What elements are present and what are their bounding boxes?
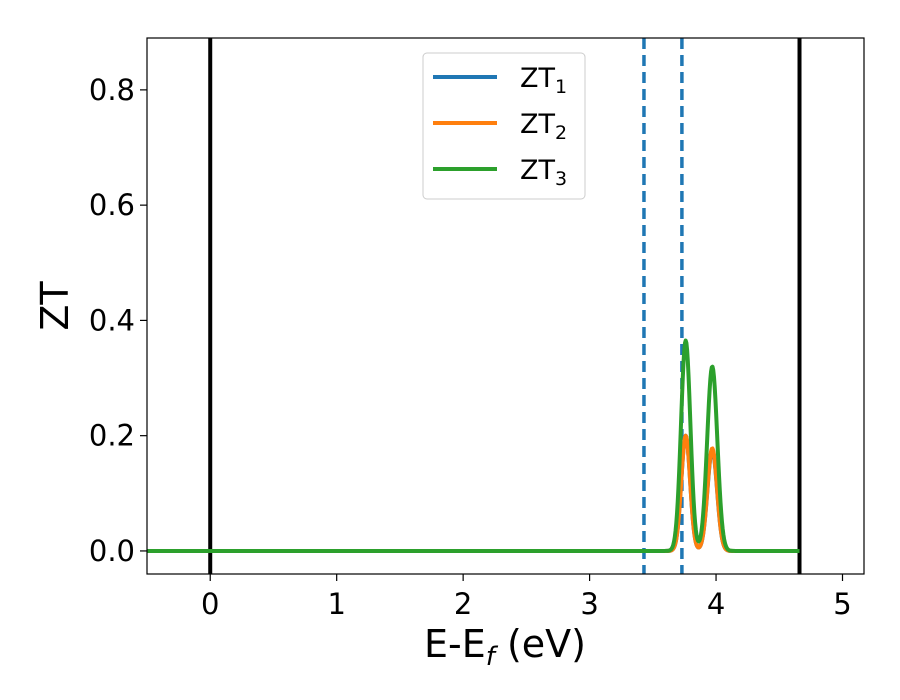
legend-label-2: ZT2 bbox=[520, 109, 567, 144]
y-axis-ticks: 0.0 0.2 0.4 0.6 0.8 bbox=[89, 73, 147, 568]
y-tick-label: 0.4 bbox=[89, 303, 135, 337]
y-tick-label: 0.2 bbox=[89, 419, 135, 453]
y-tick-label: 0.8 bbox=[89, 73, 135, 107]
x-axis-label: E-Ef (eV) bbox=[424, 622, 586, 672]
x-tick-label: 3 bbox=[580, 587, 598, 621]
x-tick-label: 0 bbox=[201, 587, 219, 621]
y-tick-label: 0.0 bbox=[89, 534, 135, 568]
legend-box bbox=[422, 52, 586, 200]
y-axis-label: ZT bbox=[33, 281, 77, 331]
plot-frame bbox=[146, 37, 865, 575]
x-tick-label: 1 bbox=[327, 587, 345, 621]
x-tick-label: 4 bbox=[707, 587, 725, 621]
x-axis-label-unit: (eV) bbox=[495, 622, 586, 666]
y-tick-label: 0.6 bbox=[89, 188, 135, 222]
x-tick-label: 2 bbox=[454, 587, 472, 621]
x-tick-label: 5 bbox=[833, 587, 851, 621]
legend: ZT1 ZT2 ZT3 bbox=[422, 52, 586, 200]
x-axis-ticks: 0 1 2 3 4 5 bbox=[201, 574, 852, 621]
legend-label-3: ZT3 bbox=[520, 155, 567, 190]
series-lines bbox=[145, 338, 801, 553]
series-line-zt3 bbox=[145, 338, 801, 553]
legend-label-1: ZT1 bbox=[520, 63, 567, 98]
